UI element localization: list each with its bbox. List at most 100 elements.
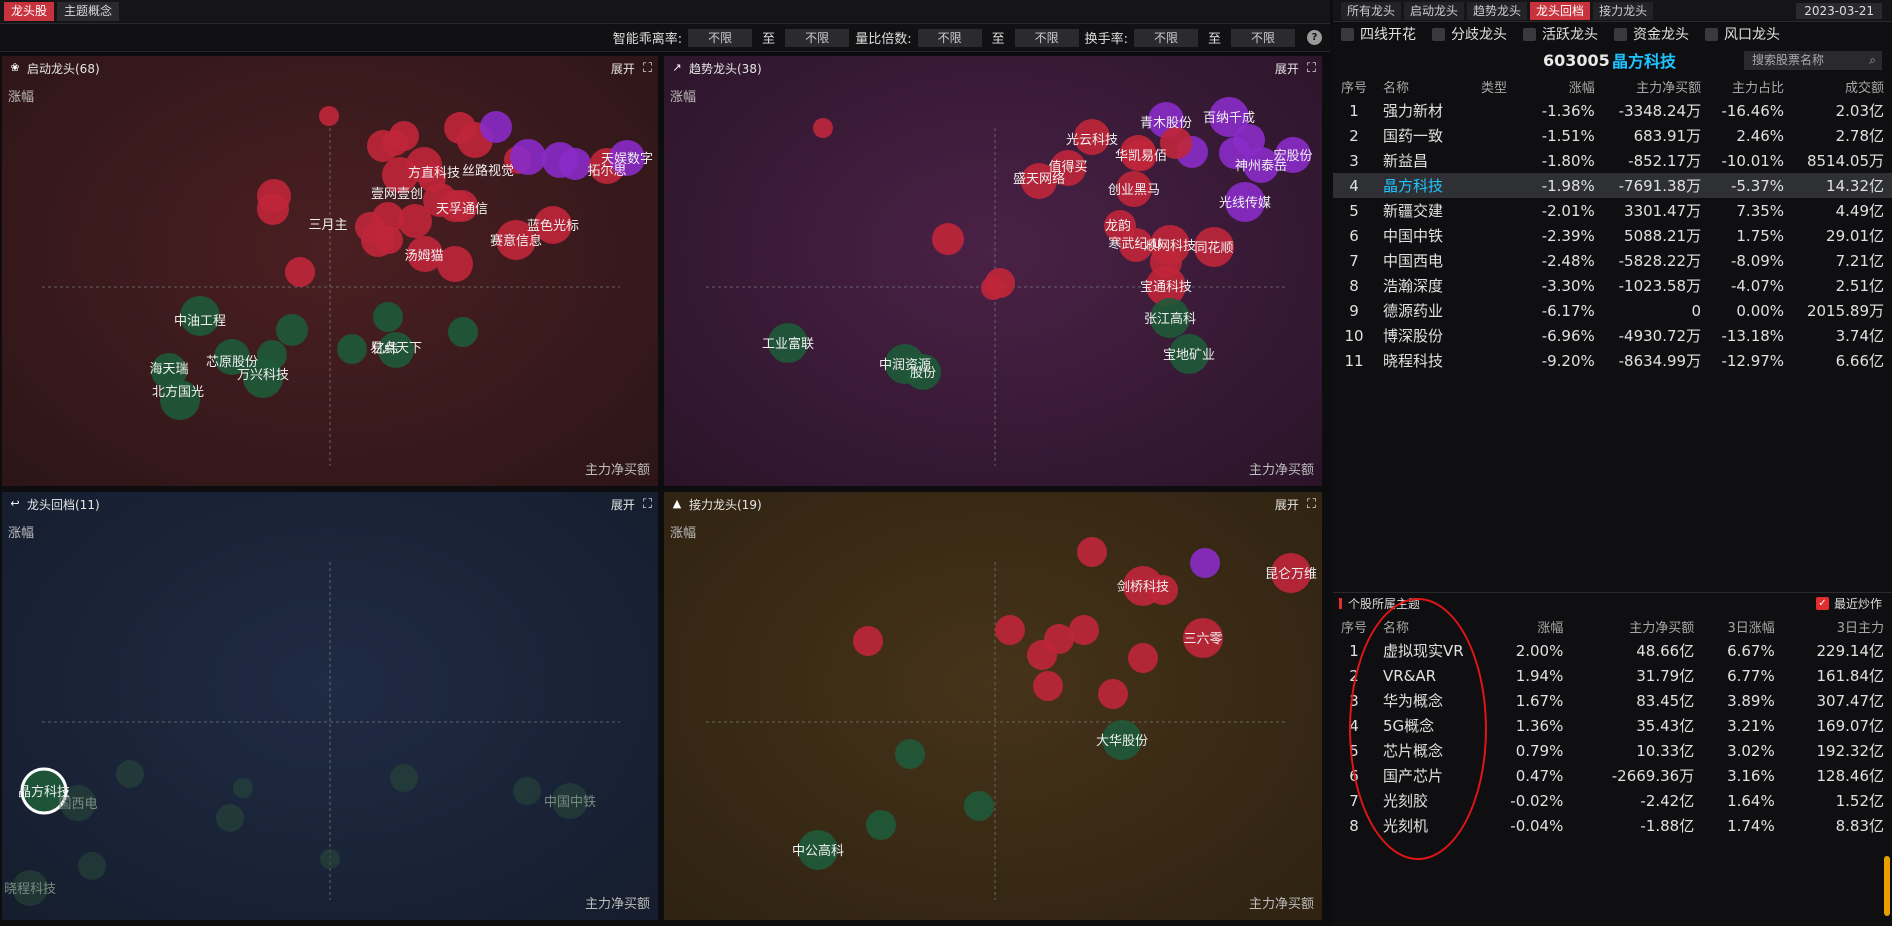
col-net-buy[interactable]: 主力净买额 <box>1629 620 1695 636</box>
table-row[interactable]: 4 5G概念 1.36% 35.43亿 3.21% 169.07亿 <box>1333 713 1892 738</box>
checkbox-box[interactable] <box>1432 27 1445 41</box>
cell-3d-main: 128.46亿 <box>1816 767 1885 785</box>
expand-button[interactable]: 展开 <box>610 497 635 512</box>
checkbox-box[interactable] <box>1523 27 1536 41</box>
col-3d-main[interactable]: 3日主力 <box>1836 620 1884 636</box>
stock-name: 晶方科技 <box>1612 52 1677 71</box>
deviation-min-input[interactable]: 不限 <box>688 28 753 47</box>
cell-change: 0.79% <box>1515 741 1564 760</box>
tab-leader-retrace[interactable]: 龙头回档 <box>1530 1 1591 20</box>
col-change[interactable]: 涨幅 <box>1537 620 1564 636</box>
help-icon[interactable]: ? <box>1307 30 1322 45</box>
expand-button[interactable]: 展开 <box>1274 61 1299 76</box>
col-3d-change[interactable]: 3日涨幅 <box>1727 620 1775 636</box>
cell-net-buy: -2669.36万 <box>1611 767 1695 785</box>
table-row[interactable]: 2 国药一致 -1.51% 683.91万 2.46% 2.78亿 <box>1333 123 1892 148</box>
cell-3d-change: 3.89% <box>1727 691 1775 710</box>
col-index[interactable]: 序号 <box>1340 80 1367 96</box>
fullscreen-icon[interactable]: ⛶ <box>642 496 652 512</box>
stock-search-input[interactable]: 搜索股票名称 ⌕ <box>1744 50 1882 70</box>
volume-ratio-max-input[interactable]: 不限 <box>1014 28 1079 47</box>
cell-index: 2 <box>1349 126 1359 145</box>
x-axis-label: 主力净买额 <box>584 463 650 478</box>
cell-ratio: -8.09% <box>1730 251 1785 270</box>
tab-all-leaders[interactable]: 所有龙头 <box>1341 1 1402 20</box>
cell-type <box>1481 298 1531 323</box>
cell-3d-change: 3.02% <box>1727 741 1775 760</box>
table-row[interactable]: 10 博深股份 -6.96% -4930.72万 -13.18% 3.74亿 <box>1333 323 1892 348</box>
cell-ratio: 7.35% <box>1736 201 1785 220</box>
checkbox-box[interactable] <box>1614 27 1627 41</box>
tab-theme-concepts[interactable]: 主题概念 <box>57 2 120 21</box>
cell-ratio: -5.37% <box>1709 173 1793 198</box>
checkbox-trend-wind[interactable]: 风口龙头 <box>1705 24 1780 44</box>
checkbox-box[interactable] <box>1705 27 1718 41</box>
cell-net-buy: 5088.21万 <box>1624 227 1702 245</box>
col-ratio[interactable]: 主力占比 <box>1732 80 1785 96</box>
table-row[interactable]: 4 晶方科技 -1.98% -7691.38万 -5.37% 14.32亿 <box>1333 173 1892 198</box>
expand-button[interactable]: 展开 <box>1274 497 1299 512</box>
cell-name: 德源药业 <box>1383 302 1444 320</box>
col-net-buy[interactable]: 主力净买额 <box>1636 80 1702 96</box>
panel-title: 龙头回档(11) <box>27 497 100 512</box>
col-turnover[interactable]: 成交额 <box>1844 80 1884 96</box>
top-tab-bar: 龙头股 主题概念 <box>0 0 1330 24</box>
cell-net-buy: -8634.99万 <box>1618 352 1702 370</box>
cell-name: 国药一致 <box>1383 127 1444 145</box>
expand-button[interactable]: 展开 <box>610 61 635 76</box>
scrollbar[interactable] <box>1884 856 1890 916</box>
fullscreen-icon[interactable]: ⛶ <box>642 60 652 76</box>
panel-header: ↩ 龙头回档(11) 展开 ⛶ <box>2 492 658 516</box>
checkbox-four-line[interactable]: 四线开花 <box>1341 24 1416 44</box>
tab-leader-stocks[interactable]: 龙头股 <box>4 2 55 21</box>
search-icon[interactable]: ⌕ <box>1869 52 1876 67</box>
date-picker[interactable]: 2023-03-21 <box>1796 2 1882 19</box>
fullscreen-icon[interactable]: ⛶ <box>1306 60 1316 76</box>
table-row[interactable]: 5 新疆交建 -2.01% 3301.47万 7.35% 4.49亿 <box>1333 198 1892 223</box>
x-axis-label: 主力净买额 <box>1248 463 1314 478</box>
checkbox-divergence[interactable]: 分歧龙头 <box>1432 24 1507 44</box>
col-type[interactable]: 类型 <box>1481 80 1508 96</box>
cell-net-buy: 83.45亿 <box>1636 692 1695 710</box>
table-row[interactable]: 9 德源药业 -6.17% 0 0.00% 2015.89万 <box>1333 298 1892 323</box>
table-row[interactable]: 3 新益昌 -1.80% -852.17万 -10.01% 8514.05万 <box>1333 148 1892 173</box>
panel-header: ↗ 趋势龙头(38) 展开 ⛶ <box>664 56 1322 80</box>
fullscreen-icon[interactable]: ⛶ <box>1306 496 1316 512</box>
tab-trend-leaders[interactable]: 趋势龙头 <box>1467 1 1528 20</box>
cell-name: 强力新材 <box>1383 102 1444 120</box>
recent-hype-toggle[interactable]: ✓ 最近炒作 <box>1815 595 1882 612</box>
table-row[interactable]: 1 虚拟现实VR 2.00% 48.66亿 6.67% 229.14亿 <box>1333 638 1892 663</box>
cell-turnover: 2.78亿 <box>1835 127 1884 145</box>
cell-change: -1.98% <box>1531 173 1603 198</box>
tab-relay-leaders[interactable]: 接力龙头 <box>1593 1 1654 20</box>
table-row[interactable]: 11 晓程科技 -9.20% -8634.99万 -12.97% 6.66亿 <box>1333 348 1892 373</box>
cell-3d-change: 6.77% <box>1727 666 1775 685</box>
cell-index: 8 <box>1349 816 1359 835</box>
tab-startup-leaders[interactable]: 启动龙头 <box>1404 1 1465 20</box>
col-name[interactable]: 名称 <box>1383 80 1410 96</box>
volume-ratio-min-input[interactable]: 不限 <box>917 28 982 47</box>
cell-3d-main: 1.52亿 <box>1835 792 1884 810</box>
checkbox-box[interactable] <box>1341 27 1354 41</box>
table-row[interactable]: 7 中国西电 -2.48% -5828.22万 -8.09% 7.21亿 <box>1333 248 1892 273</box>
cell-3d-change: 3.16% <box>1727 766 1775 785</box>
checkbox-capital[interactable]: 资金龙头 <box>1614 24 1689 44</box>
checkbox-active[interactable]: 活跃龙头 <box>1523 24 1598 44</box>
cell-net-buy: 10.33亿 <box>1636 742 1695 760</box>
table-row[interactable]: 8 浩瀚深度 -3.30% -1023.58万 -4.07% 2.51亿 <box>1333 273 1892 298</box>
col-change[interactable]: 涨幅 <box>1568 80 1595 96</box>
cell-3d-main: 169.07亿 <box>1816 717 1885 735</box>
cell-3d-change: 6.67% <box>1727 641 1775 660</box>
deviation-max-input[interactable]: 不限 <box>785 28 850 47</box>
turnover-min-input[interactable]: 不限 <box>1133 28 1198 47</box>
cell-3d-main: 192.32亿 <box>1816 742 1885 760</box>
table-row[interactable]: 6 中国中铁 -2.39% 5088.21万 1.75% 29.01亿 <box>1333 223 1892 248</box>
cell-ratio: -10.01% <box>1721 151 1785 170</box>
col-index[interactable]: 序号 <box>1340 620 1367 636</box>
cell-turnover: 2.03亿 <box>1835 102 1884 120</box>
check-icon[interactable]: ✓ <box>1815 597 1829 610</box>
panel-leader-retrace: ↩ 龙头回档(11) 展开 ⛶ 涨幅 主力净买额 <box>2 492 658 920</box>
cell-index: 3 <box>1349 151 1359 170</box>
turnover-max-input[interactable]: 不限 <box>1231 28 1295 47</box>
table-row[interactable]: 1 强力新材 -1.36% -3348.24万 -16.46% 2.03亿 <box>1333 98 1892 123</box>
